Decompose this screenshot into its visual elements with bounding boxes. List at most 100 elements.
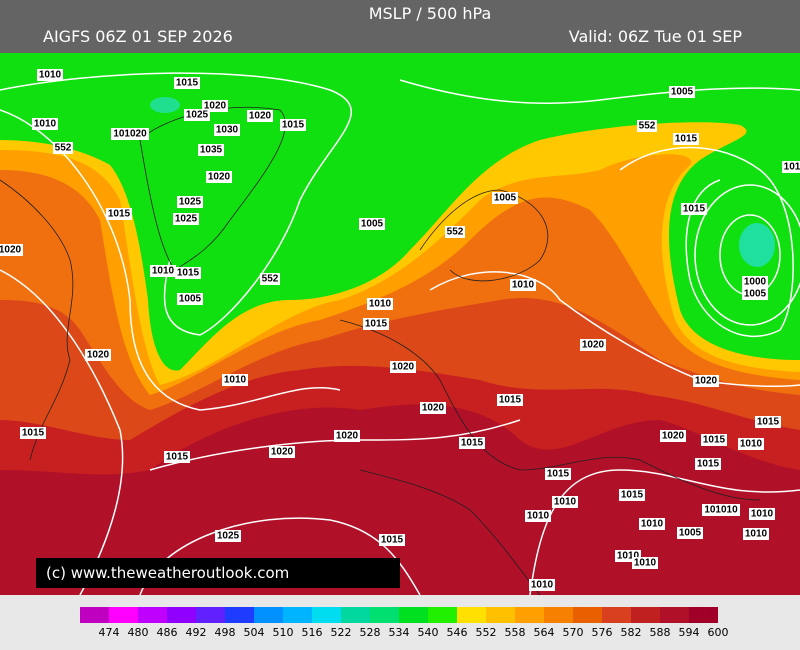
colorbar-swatch [109, 607, 138, 623]
field-546 [0, 53, 800, 371]
colorbar-swatch [254, 607, 283, 623]
colorbar-swatch [80, 607, 109, 623]
isobar-label: 1010 [617, 551, 640, 562]
isobar-label: 1010 [751, 509, 774, 520]
isobar-label: 1020 [695, 376, 718, 387]
isobar-label-bg [177, 293, 203, 305]
isobar-label: 1020 [422, 403, 445, 414]
colorbar-swatch [602, 607, 631, 623]
isobar-label-bg [677, 527, 703, 539]
isobar-label: 1025 [217, 531, 240, 542]
isobar-label: 1010 [554, 497, 577, 508]
colorbar-label: 558 [505, 626, 526, 639]
isobar-label-bg [359, 218, 385, 230]
isobar-label: 1020 [208, 172, 231, 183]
isobar-label-bg [177, 196, 203, 208]
isobar-label-bg [497, 394, 523, 406]
isobar-label-bg [660, 430, 686, 442]
colorbar-swatch [196, 607, 225, 623]
isobar-label: 1015 [365, 319, 388, 330]
colorbar-label: 522 [331, 626, 352, 639]
colorbar-label: 546 [447, 626, 468, 639]
isobar-label-bg [106, 208, 132, 220]
isobar-label-bg [174, 77, 200, 89]
isobar-label-bg [639, 518, 665, 530]
isobar-label-bg [755, 416, 781, 428]
colorbar-label: 570 [563, 626, 584, 639]
colorbar-swatch [573, 607, 602, 623]
isobar-label-bg [20, 427, 46, 439]
isobar-label: 1015 [703, 435, 726, 446]
isobar-label: 101010 [704, 505, 738, 516]
colorbar-label: 480 [128, 626, 149, 639]
isobar-label-bg [637, 120, 657, 132]
isobar-label-bg [701, 434, 727, 446]
colorbar-swatch [457, 607, 486, 623]
isobar-label: 101 [784, 162, 800, 173]
header-bar [0, 0, 800, 53]
isobar-label-bg [53, 142, 73, 154]
isobar-label: 1020 [392, 362, 415, 373]
isobar-label: 1015 [381, 535, 404, 546]
colorbar-swatch [428, 607, 457, 623]
isobar-label: 1030 [216, 125, 239, 136]
isobar-label-bg [693, 375, 719, 387]
isobar-label: 101020 [113, 129, 147, 140]
isobar-label-bg [247, 110, 273, 122]
isobar-label: 1020 [87, 350, 110, 361]
isobar-label-bg [695, 458, 721, 470]
colorbar-label: 540 [418, 626, 439, 639]
field-534 [150, 97, 180, 113]
isobar-label: 552 [262, 274, 279, 285]
colorbar-label: 492 [186, 626, 207, 639]
isobar-label-bg [222, 374, 248, 386]
colorbar-label: 504 [244, 626, 265, 639]
isobar-label-bg [632, 557, 658, 569]
isobar-label: 1020 [204, 101, 227, 112]
field-528 [739, 223, 775, 267]
isobar-label: 1015 [499, 395, 522, 406]
colorbar-swatch [689, 607, 718, 623]
isobar-label-bg [363, 318, 389, 330]
isobar-label: 1010 [531, 580, 554, 591]
isobar-label-bg [85, 349, 111, 361]
colorbar-swatch [399, 607, 428, 623]
isobar-label-bg [529, 579, 555, 591]
isobar-label: 1015 [22, 428, 45, 439]
isobar-label-bg [111, 128, 149, 140]
colorbar-label: 576 [592, 626, 613, 639]
isobar-label-bg [260, 273, 280, 285]
isobar-label-bg [552, 496, 578, 508]
isobar-label-bg [175, 267, 201, 279]
isobar-label-bg [173, 213, 199, 225]
isobar-label-bg [184, 109, 210, 121]
colorbar-label: 534 [389, 626, 410, 639]
isobar-label: 1010 [34, 119, 57, 130]
isobar-label-bg [37, 69, 63, 81]
isobar-label-bg [702, 504, 740, 516]
isobar-label-bg [619, 489, 645, 501]
colorbar-label: 510 [273, 626, 294, 639]
isobar-label-bg [215, 530, 241, 542]
colorbar-swatch [660, 607, 689, 623]
isobar-label-bg [206, 171, 232, 183]
isobar-label-bg [782, 161, 800, 173]
isobar-label-bg [0, 244, 23, 256]
isobar-label: 1020 [0, 245, 22, 256]
isobar-label: 1015 [683, 204, 706, 215]
map-title: MSLP / 500 hPa [369, 4, 492, 23]
isobar-label: 1010 [152, 266, 175, 277]
isobar-label: 1015 [547, 469, 570, 480]
isobar-label: 1005 [679, 528, 702, 539]
colorbar-label: 474 [99, 626, 120, 639]
isobar-label: 1005 [179, 294, 202, 305]
isobar-label: 1015 [621, 490, 644, 501]
isobar-label: 1025 [186, 110, 209, 121]
isobar-label: 1020 [582, 340, 605, 351]
copyright-box [36, 558, 400, 588]
isobar-label: 1015 [461, 438, 484, 449]
isobar-label: 1010 [634, 558, 657, 569]
isobar-label: 1020 [249, 111, 272, 122]
isobar-label-bg [367, 298, 393, 310]
